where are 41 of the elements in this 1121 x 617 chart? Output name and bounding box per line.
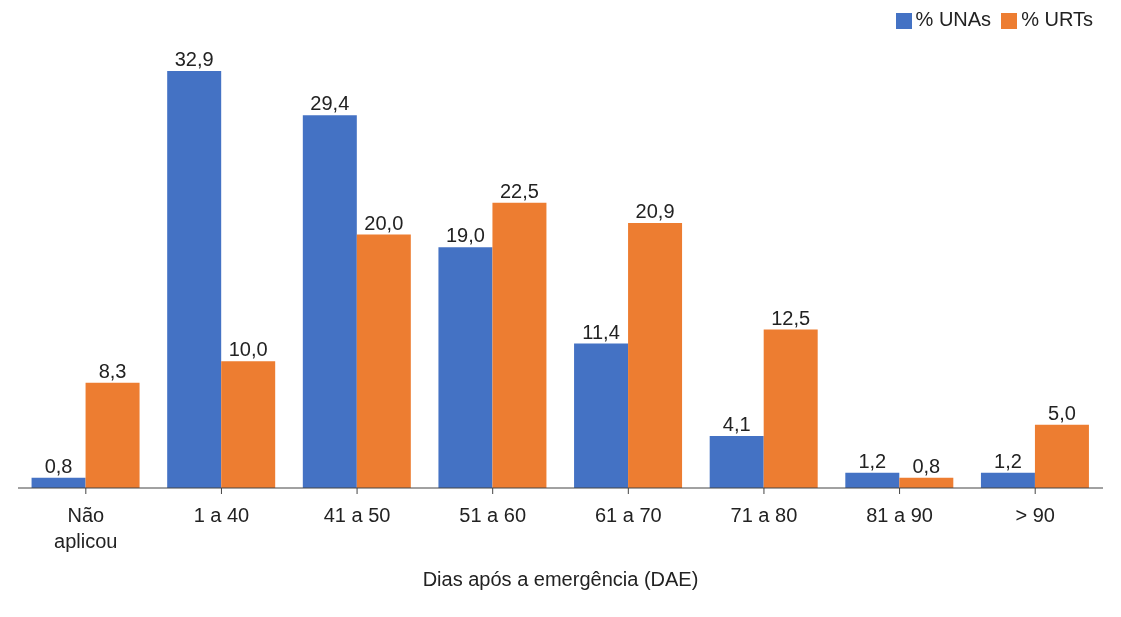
bar bbox=[302, 115, 357, 488]
data-label: 19,0 bbox=[445, 224, 485, 247]
x-tick-label: > 90 bbox=[1015, 504, 1055, 526]
bar bbox=[167, 71, 222, 488]
bar bbox=[1034, 424, 1089, 488]
data-label: 1,2 bbox=[858, 449, 887, 472]
bar bbox=[980, 472, 1035, 488]
bar bbox=[709, 436, 764, 488]
x-tick-label: Não aplicou bbox=[54, 504, 118, 552]
x-tick-label: 81 a 90 bbox=[866, 504, 933, 526]
data-label: 1,2 bbox=[994, 449, 1022, 472]
data-label: 29,4 bbox=[310, 92, 350, 115]
data-label: 22,5 bbox=[499, 179, 539, 202]
data-label: 5,0 bbox=[1048, 401, 1076, 424]
x-tick-label: 51 a 60 bbox=[459, 504, 527, 526]
bar bbox=[85, 382, 140, 488]
bar bbox=[628, 223, 683, 488]
bar bbox=[356, 234, 411, 488]
data-label: 11,4 bbox=[582, 320, 620, 343]
data-label: 12,5 bbox=[771, 306, 811, 329]
data-label: 0,8 bbox=[44, 454, 73, 477]
data-label: 32,9 bbox=[174, 48, 214, 70]
data-label: 10,0 bbox=[228, 338, 268, 361]
x-tick-label: 1 a 40 bbox=[193, 504, 250, 526]
bar bbox=[763, 329, 818, 488]
bar bbox=[845, 472, 900, 488]
data-label: 20,9 bbox=[635, 200, 675, 223]
legend-label: % UNAs bbox=[915, 8, 992, 30]
data-label: 8,3 bbox=[98, 359, 127, 382]
bar bbox=[492, 202, 547, 488]
bar bbox=[221, 361, 276, 488]
data-label: 20,0 bbox=[364, 211, 404, 234]
x-axis-title: Dias após a emergência (DAE) bbox=[421, 568, 700, 591]
data-label: 0,8 bbox=[912, 454, 941, 477]
x-tick-label: 61 a 70 bbox=[594, 504, 662, 526]
bar bbox=[574, 343, 629, 488]
bar bbox=[438, 247, 493, 488]
legend-label: % URTs bbox=[1021, 8, 1093, 30]
x-tick-label: 41 a 50 bbox=[323, 504, 391, 526]
data-label: 4,1 bbox=[722, 413, 751, 436]
x-tick-label: 71 a 80 bbox=[730, 504, 798, 526]
